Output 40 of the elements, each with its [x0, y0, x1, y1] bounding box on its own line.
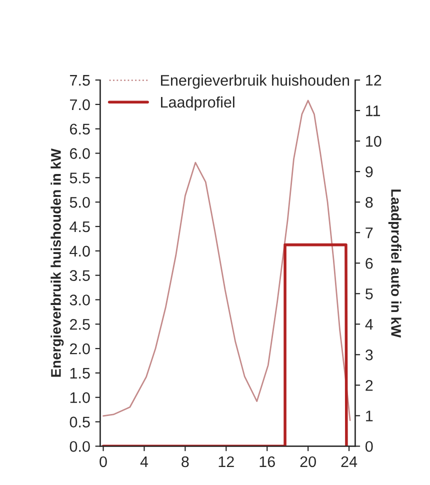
x-tick-label: 8 [182, 456, 189, 468]
y2-tick-label: 9 [366, 166, 373, 178]
x-tick-label: 16 [260, 456, 275, 468]
y2-tick-label: 6 [366, 258, 373, 269]
y2-tick-label: 7 [366, 228, 373, 238]
legend-label: Laadprofiel [161, 96, 234, 111]
x-tick-label: 4 [140, 456, 148, 467]
y2-tick-label: 11 [366, 106, 380, 116]
y-axis-title: Energieverbruik huishouden in kW [50, 148, 64, 377]
y2-axis-title: Laadprofiel auto in kW [388, 190, 402, 338]
y2-tick-label: 0 [366, 441, 373, 452]
y2-tick-label: 1 [366, 410, 373, 422]
y-tick-label: 2.0 [70, 343, 90, 354]
y-tick-label: 7.5 [70, 75, 90, 86]
y-tick-label: 3.0 [70, 294, 90, 306]
y-tick-label: 5.5 [70, 172, 90, 184]
y2-tick-label: 12 [366, 74, 382, 86]
y-tick-label: 0.0 [70, 441, 90, 452]
legend-label: Energieverbruik huishouden [161, 74, 350, 89]
y-tick-label: 0.5 [70, 416, 90, 428]
y-tick-label: 7.0 [70, 99, 90, 110]
x-tick-label: 24 [341, 456, 358, 467]
y-tick-label: 4.0 [70, 246, 90, 257]
y-tick-label: 1.0 [70, 392, 90, 404]
x-tick-label: 12 [218, 456, 234, 467]
y2-tick-label: 10 [366, 136, 382, 147]
y-tick-label: 6.0 [70, 148, 90, 159]
x-tick-label: 0 [100, 456, 107, 468]
y-tick-label: 3.5 [70, 270, 90, 282]
y-tick-label: 1.5 [70, 368, 90, 379]
y-tick-label: 6.5 [70, 124, 90, 135]
y2-tick-label: 3 [365, 350, 373, 360]
y-tick-label: 4.5 [70, 222, 90, 232]
y-tick-label: 2.5 [70, 319, 90, 330]
y2-tick-label: 2 [366, 380, 373, 391]
y-tick-label: 5.0 [70, 196, 90, 208]
y2-tick-label: 4 [365, 319, 373, 330]
y2-tick-label: 5 [366, 288, 373, 300]
y2-tick-label: 8 [366, 196, 373, 208]
x-tick-label: 20 [300, 456, 316, 468]
